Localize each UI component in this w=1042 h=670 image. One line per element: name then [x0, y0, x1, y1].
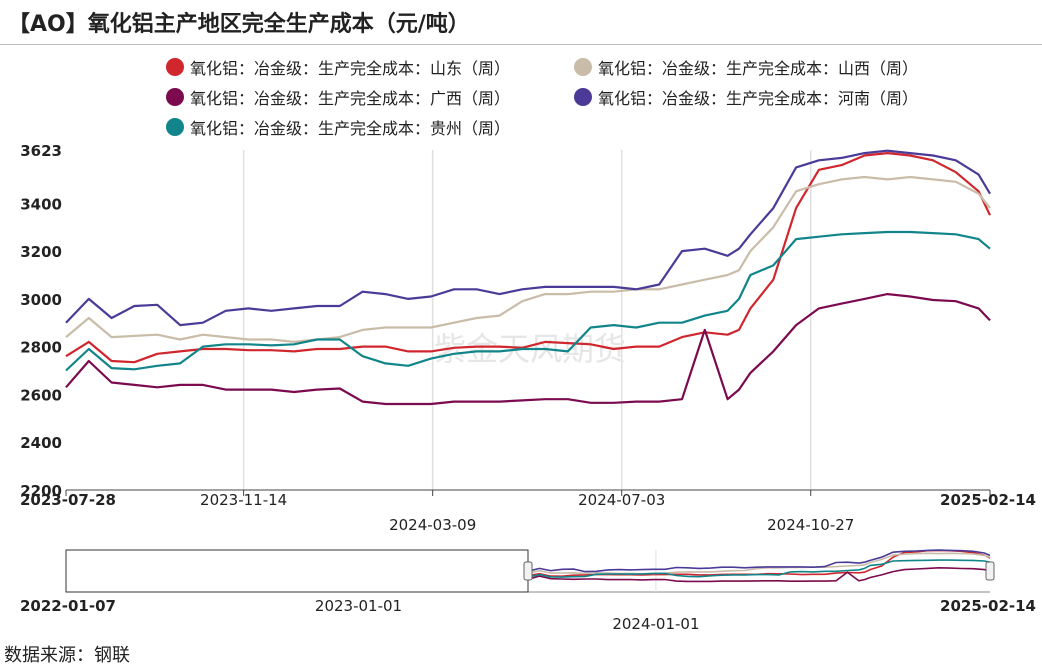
x-tick-label: 2025-02-14	[940, 491, 1036, 509]
legend-item-guizhou[interactable]: 氧化铝：冶金级：生产完全成本：贵州（周）	[166, 115, 510, 139]
navigator-unselected-range	[65, 549, 529, 593]
y-tick-label: 2400	[20, 434, 62, 452]
legend-marker-guangxi	[166, 88, 184, 106]
legend-label-shandong: 氧化铝：冶金级：生产完全成本：山东（周）	[190, 59, 511, 78]
y-axis: 3623 3400 3200 3000 2800 2600 2400 2200	[20, 142, 62, 500]
legend-marker-shanxi	[574, 58, 592, 76]
y-tick-label: 3200	[20, 243, 62, 261]
data-source: 数据来源：钢联	[4, 645, 130, 666]
y-tick-label: 2800	[20, 339, 62, 357]
x-tick-label: 2023-11-14	[200, 491, 287, 509]
legend-item-guangxi[interactable]: 氧化铝：冶金级：生产完全成本：广西（周）	[166, 85, 510, 109]
legend-item-shandong[interactable]: 氧化铝：冶金级：生产完全成本：山东（周）	[166, 55, 510, 79]
y-tick-label: 2600	[20, 386, 62, 404]
navigator-line-guangxi	[527, 566, 991, 583]
chart-title: 【AO】氧化铝主产地区完全生产成本（元/吨）	[8, 12, 470, 37]
legend: 氧化铝：冶金级：生产完全成本：山东（周） 氧化铝：冶金级：生产完全成本：山西（周…	[0, 52, 1042, 142]
legend-label-henan: 氧化铝：冶金级：生产完全成本：河南（周）	[598, 89, 919, 108]
x-tick-label: 2024-07-03	[578, 491, 665, 509]
y-tick-label: 3400	[20, 195, 62, 213]
navigator-line-shanxi	[527, 552, 991, 575]
y-tick-label: 2200	[20, 482, 62, 500]
series-line-shanxi	[65, 175, 991, 343]
navigator-label: 2025-02-14	[940, 597, 1036, 615]
series-line-shandong	[65, 152, 991, 364]
navigator-label: 2023-01-01	[315, 597, 402, 615]
navigator-left-handle[interactable]	[523, 561, 533, 581]
navigator-right-handle[interactable]	[985, 561, 995, 581]
navigator-line-henan	[527, 549, 991, 573]
range-navigator: 2022-01-07 2023-01-01 2024-01-01 2025-02-14	[20, 549, 1036, 633]
legend-item-henan[interactable]: 氧化铝：冶金级：生产完全成本：河南（周）	[574, 85, 918, 109]
line-chart: 紫金天风期货 36233400320030002800260024002200 …	[20, 142, 1036, 633]
grid-lines	[242, 150, 812, 490]
x-axis: 2023-07-28 2023-11-14 2024-03-09 2024-07-03…	[20, 489, 1036, 534]
navigator-label: 2022-01-07	[20, 597, 116, 615]
title-divider	[0, 44, 1042, 45]
legend-marker-shandong	[166, 58, 184, 76]
legend-item-shanxi[interactable]: 氧化铝：冶金级：生产完全成本：山西（周）	[574, 55, 918, 79]
legend-marker-henan	[574, 88, 592, 106]
y-tick-label: 3000	[20, 291, 62, 309]
series-line-guizhou	[65, 230, 991, 372]
x-tick-label: 2024-03-09	[389, 516, 476, 534]
series-lines	[65, 149, 991, 406]
legend-label-guangxi: 氧化铝：冶金级：生产完全成本：广西（周）	[190, 89, 511, 108]
series-line-henan	[65, 149, 991, 327]
legend-label-guizhou: 氧化铝：冶金级：生产完全成本：贵州（周）	[190, 119, 511, 138]
y-tick-label: 3623	[20, 142, 62, 160]
navigator-label: 2024-01-01	[612, 615, 699, 633]
navigator-line-guizhou	[527, 559, 991, 578]
legend-label-shanxi: 氧化铝：冶金级：生产完全成本：山西（周）	[598, 59, 919, 78]
series-line-guangxi	[65, 293, 991, 406]
x-tick-label: 2023-07-28	[20, 491, 116, 509]
legend-marker-guizhou	[166, 118, 184, 136]
x-tick-label: 2024-10-27	[767, 516, 854, 534]
